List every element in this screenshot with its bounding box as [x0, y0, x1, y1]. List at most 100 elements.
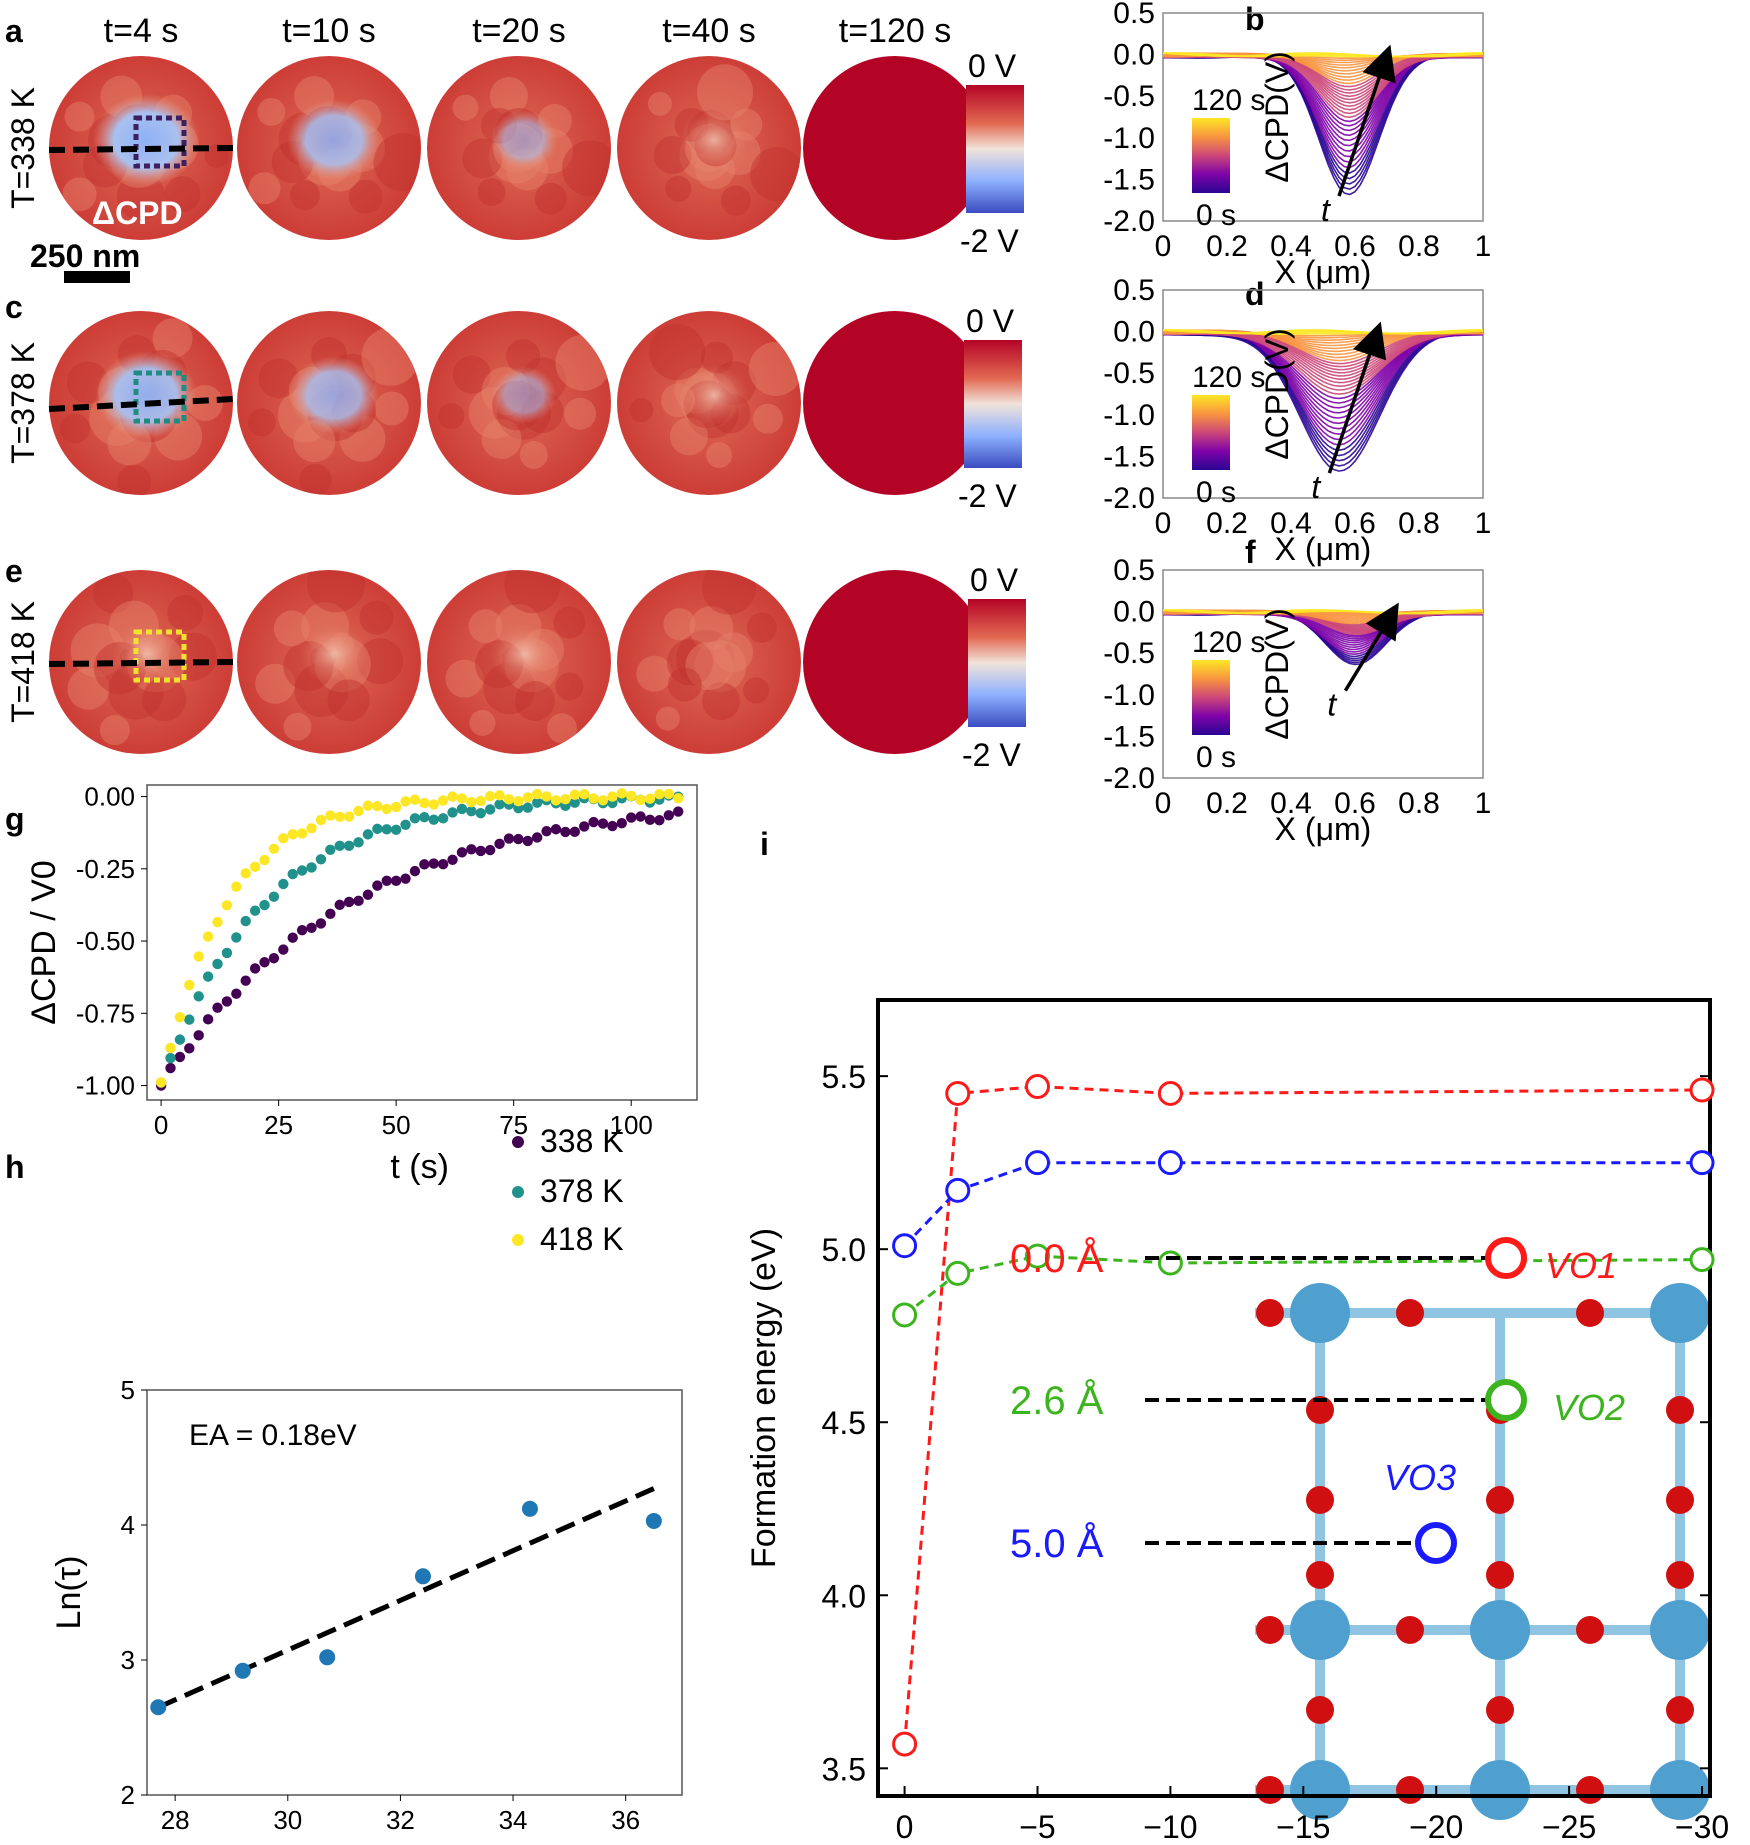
map-texture [477, 178, 506, 207]
chart-h-ytick: 3 [121, 1645, 135, 1675]
map-texture [374, 391, 409, 426]
map-texture [555, 334, 611, 391]
colorbar-bottom-label: -2 V [958, 478, 1017, 514]
chart-i-point [892, 1233, 918, 1259]
chart-h-frame [146, 1389, 683, 1796]
chart-g-point [174, 1011, 186, 1023]
map-texture [117, 464, 152, 495]
chart-g-point [663, 810, 674, 821]
chart-g-point [278, 833, 289, 844]
chart-g-point [306, 862, 317, 873]
profile-xtick: 0.8 [1398, 230, 1440, 263]
map-content [617, 56, 801, 240]
chart-g-point [625, 790, 637, 802]
inset-distance-label: 0.0 Å [1010, 1236, 1104, 1281]
oxygen-atom [1306, 1396, 1334, 1424]
chart-i-xtick: −20 [1409, 1809, 1463, 1845]
cpd-map-disc [237, 56, 421, 240]
chart-i-xtick: −30 [1675, 1809, 1729, 1845]
chart-g-xlabel: t (s) [390, 1148, 449, 1186]
chart-g-point [390, 824, 402, 835]
time-colorbar [1192, 660, 1230, 735]
vacancy-blob [489, 624, 559, 684]
profile-ytick: -1.0 [1103, 399, 1155, 432]
chart-g-ytick: -0.50 [76, 926, 135, 956]
chart-g-point [654, 789, 665, 800]
chart-g-point [193, 991, 204, 1002]
map-content [617, 311, 801, 495]
chart-g-point [249, 963, 261, 974]
profile-frame [1162, 569, 1484, 779]
oxygen-atom [1666, 1396, 1694, 1424]
chart-g-point [287, 932, 298, 943]
chart-g-point [541, 825, 552, 837]
chart-g-ytick: -1.00 [76, 1071, 135, 1101]
chart-i-point [945, 1080, 971, 1106]
map-content [803, 56, 987, 240]
time-arrow-label: t [1327, 687, 1337, 723]
vacancy-site-label: VO3 [1384, 1457, 1456, 1498]
profile-ytick: -0.5 [1103, 80, 1155, 113]
cpd-map-disc [427, 56, 611, 240]
map-texture [255, 663, 296, 704]
map-content [237, 56, 421, 240]
time-label: t=20 s [472, 12, 566, 50]
cpd-overlay-label: ΔCPD [92, 195, 183, 231]
chart-g-point [437, 795, 449, 806]
chart-g-point [296, 924, 308, 936]
chart-i-point [1024, 1150, 1050, 1176]
metal-atom [1290, 1760, 1350, 1820]
chart-g-point [362, 829, 374, 840]
chart-g-point [362, 800, 374, 811]
colorbar [968, 599, 1026, 727]
profile-xtick: 0.8 [1398, 787, 1440, 820]
oxygen-atom [1256, 1776, 1284, 1804]
chart-g-point [654, 815, 665, 826]
chart-g-point [193, 1030, 204, 1041]
panel-letter-i: i [760, 826, 769, 862]
chart-g-point [569, 797, 580, 808]
profile-xtick: 0 [1155, 507, 1172, 540]
map-texture [273, 610, 310, 647]
chart-g-point [616, 818, 627, 829]
map-texture [701, 570, 756, 615]
chart-i-ytick: 4.0 [822, 1578, 866, 1614]
time-arrow [1337, 44, 1396, 197]
chart-g-point [202, 1014, 214, 1025]
chart-g-point [381, 875, 392, 886]
oxygen-atom [1666, 1486, 1694, 1514]
vacancy-blob [92, 94, 200, 186]
chart-g-point [390, 801, 402, 813]
cpd-map-disc [803, 56, 987, 240]
chart-h-ylabel: Ln(τ) [50, 1556, 88, 1630]
time-label: t=4 s [104, 12, 179, 50]
chart-g-point [494, 790, 505, 801]
oxygen-atom [1256, 1616, 1284, 1644]
chart-h-point [150, 1699, 167, 1716]
chart-g-point [569, 826, 580, 838]
saturated-map [803, 56, 987, 240]
profile-curve [1162, 609, 1484, 615]
chart-g-point [597, 795, 609, 806]
chart-g-legend-marker [512, 1234, 524, 1246]
map-texture [649, 324, 706, 381]
map-content [237, 311, 421, 495]
chart-g-point [447, 791, 458, 802]
chart-g-xtick: 50 [382, 1110, 411, 1140]
inset-structure [1255, 1283, 1710, 1820]
chart-g-point [522, 835, 533, 847]
chart-g-point [531, 797, 543, 808]
map-texture [555, 672, 584, 701]
cpd-map-disc [617, 56, 801, 240]
chart-g-point [259, 854, 270, 866]
chart-g-point [494, 799, 505, 810]
map-texture [506, 339, 541, 374]
profile-xtick: 0.4 [1270, 230, 1312, 263]
oxygen-atom [1576, 1299, 1604, 1327]
map-texture [306, 570, 365, 613]
profile-ytick: 0.0 [1113, 596, 1155, 629]
chart-g-point [437, 859, 449, 870]
oxygen-atom [1256, 1299, 1284, 1327]
time-arrow-label: t [1311, 469, 1321, 505]
chart-g-point [231, 932, 242, 943]
